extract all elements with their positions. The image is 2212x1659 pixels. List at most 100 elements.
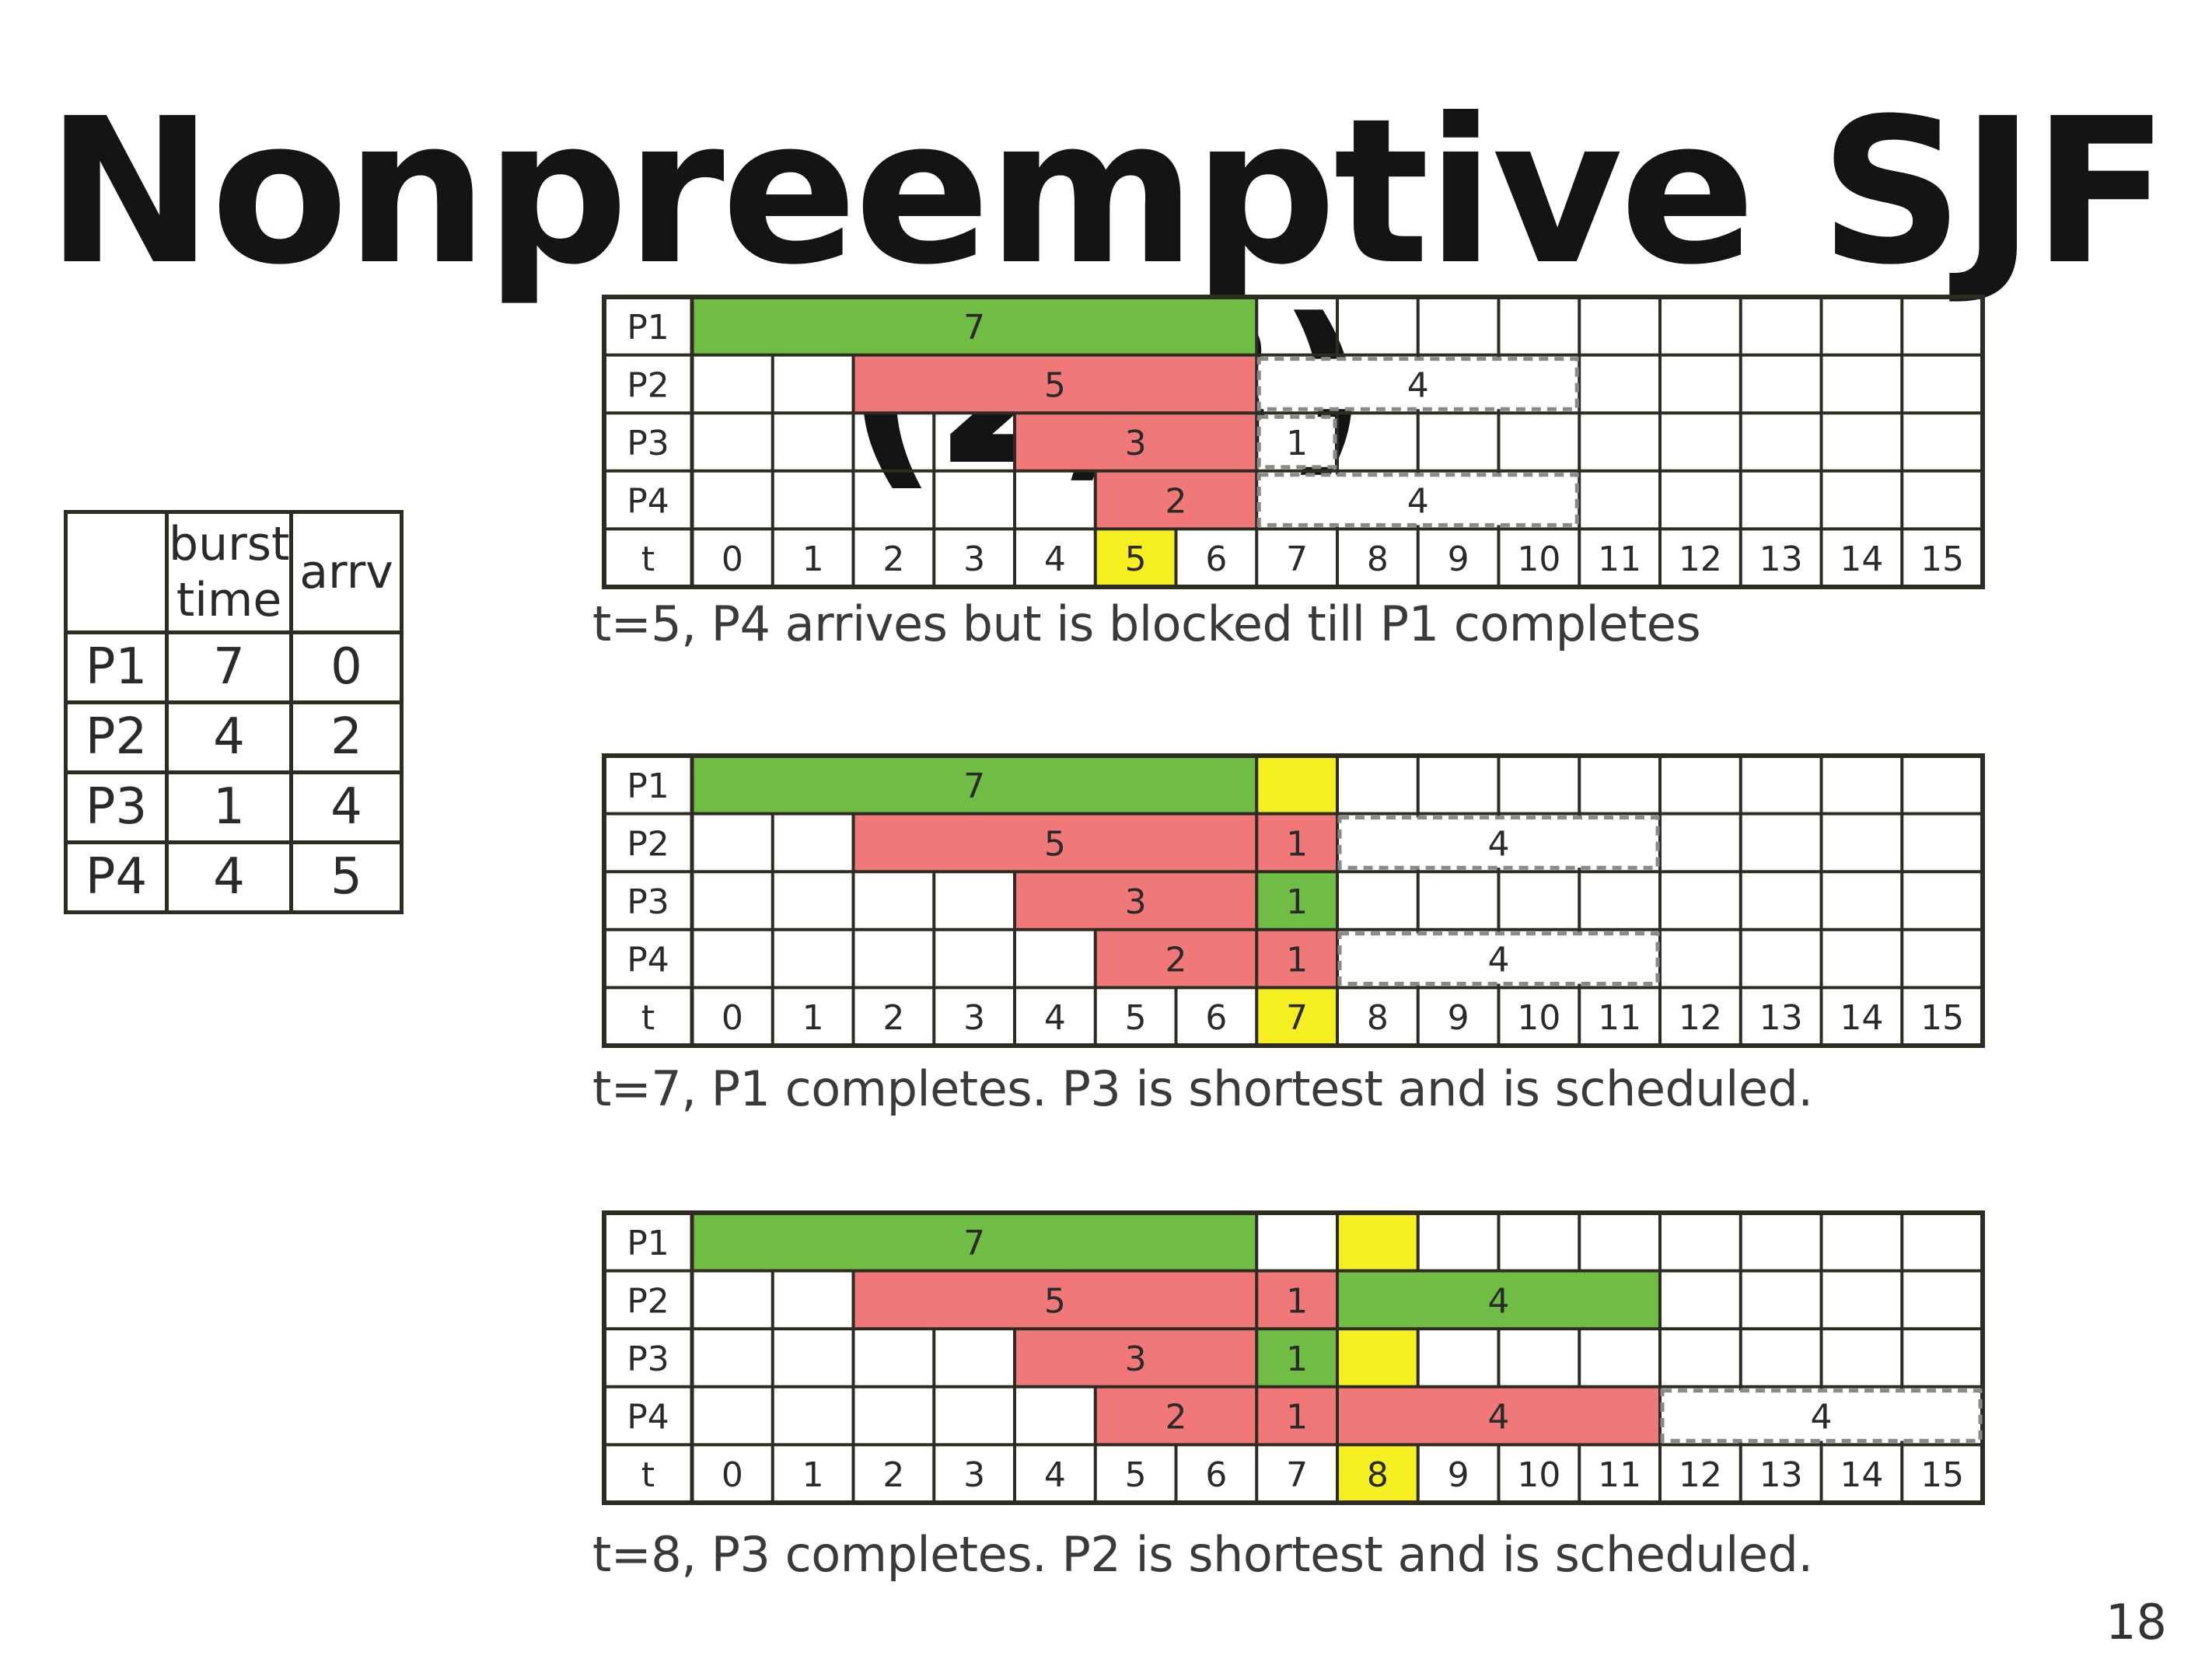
time-label: 1 [802, 998, 824, 1038]
row-label: P1 [627, 767, 669, 806]
bar-label: 1 [1286, 824, 1308, 864]
time-label: 1 [802, 1455, 824, 1495]
time-label: 11 [1598, 1455, 1641, 1495]
highlight-time-cell [1095, 529, 1176, 587]
bar-waiting [853, 355, 1257, 414]
time-label: 0 [722, 1455, 743, 1495]
burst-time: 1 [165, 770, 293, 844]
time-label: 9 [1448, 1455, 1469, 1495]
bar-future [1337, 816, 1660, 870]
bar-waiting [1256, 1386, 1337, 1445]
time-label: 9 [1448, 540, 1469, 579]
burst-time: 4 [165, 840, 293, 914]
burst-time: 4 [165, 700, 293, 774]
bar-label: 5 [1044, 365, 1066, 405]
bar-waiting [1337, 1386, 1660, 1445]
bar-label: 2 [1165, 941, 1187, 980]
time-label: 15 [1920, 1455, 1964, 1495]
time-label: 0 [722, 540, 743, 579]
time-label: 10 [1517, 998, 1560, 1038]
bar-waiting [1015, 871, 1257, 930]
time-label: 6 [1205, 998, 1227, 1038]
time-label: 15 [1920, 540, 1964, 579]
bar-future [1256, 473, 1579, 527]
time-label: 0 [722, 998, 743, 1038]
row-label: P4 [627, 1398, 669, 1437]
time-label: 3 [963, 998, 985, 1038]
bar-waiting [1015, 1329, 1257, 1387]
bar-label: 1 [1286, 882, 1308, 922]
time-label: 8 [1367, 1455, 1389, 1495]
bar-label: 1 [1286, 1281, 1308, 1321]
bar-running [1337, 1270, 1660, 1329]
grid-border [602, 753, 1985, 1048]
highlight-time-cell [1256, 987, 1337, 1046]
arrival-time: 5 [289, 840, 404, 914]
highlight-cell [1256, 756, 1337, 814]
process-name: P2 [64, 700, 169, 774]
header-cell [64, 510, 169, 634]
bar-label: 2 [1165, 482, 1187, 522]
row-label: t [641, 998, 655, 1038]
row-label: t [641, 1455, 655, 1495]
bar-future [1256, 357, 1579, 411]
bar-waiting [1015, 413, 1257, 471]
bar-label: 4 [1488, 1398, 1510, 1437]
bar-label: 1 [1286, 1398, 1308, 1437]
burst-time: 7 [165, 630, 293, 704]
arrival-time: 0 [289, 630, 404, 704]
time-label: 5 [1125, 1455, 1147, 1495]
time-label: 8 [1367, 998, 1389, 1038]
time-label: 7 [1286, 998, 1308, 1038]
time-label: 6 [1205, 540, 1227, 579]
time-label: 12 [1679, 1455, 1722, 1495]
row-label: P2 [627, 1281, 669, 1321]
time-label: 2 [882, 998, 904, 1038]
arrival-time: 4 [289, 770, 404, 844]
header-cell: burst time [165, 510, 293, 634]
caption-3: t=8, P3 completes. P2 is shortest and is… [592, 1526, 1813, 1583]
bar-waiting [853, 813, 1257, 872]
row-label: t [641, 540, 655, 579]
time-label: 7 [1286, 540, 1308, 579]
bar-label: 4 [1811, 1398, 1833, 1437]
time-label: 14 [1840, 540, 1883, 579]
time-label: 15 [1920, 998, 1964, 1038]
row-label: P2 [627, 365, 669, 405]
bar-label: 3 [1125, 882, 1147, 922]
highlight-time-cell [1337, 1444, 1418, 1503]
time-label: 4 [1044, 1455, 1066, 1495]
time-label: 2 [882, 1455, 904, 1495]
grid-border [602, 1210, 1985, 1505]
time-label: 4 [1044, 998, 1066, 1038]
time-label: 5 [1125, 998, 1147, 1038]
bar-label: 5 [1044, 1281, 1066, 1321]
highlight-cell [1337, 1213, 1418, 1271]
bar-waiting [1256, 1270, 1337, 1329]
time-label: 11 [1598, 540, 1641, 579]
caption-1: t=5, P4 arrives but is blocked till P1 c… [592, 595, 1701, 652]
grid-border [602, 295, 1985, 589]
table-row: P4 4 5 [64, 840, 404, 914]
process-name: P4 [64, 840, 169, 914]
time-label: 2 [882, 540, 904, 579]
row-label: P4 [627, 941, 669, 980]
time-label: 13 [1759, 1455, 1803, 1495]
bar-running [1256, 871, 1337, 930]
bar-future [1337, 931, 1660, 986]
page-number: 18 [2105, 1594, 2167, 1650]
time-label: 9 [1448, 998, 1469, 1038]
bar-running [692, 1213, 1257, 1271]
bar-label: 3 [1125, 1339, 1147, 1379]
process-table-header: burst time arrv [64, 510, 404, 634]
arrival-time: 2 [289, 700, 404, 774]
bar-label: 4 [1407, 365, 1429, 405]
bar-label: 4 [1488, 824, 1510, 864]
time-label: 13 [1759, 540, 1803, 579]
bar-future [1256, 414, 1337, 470]
time-label: 6 [1205, 1455, 1227, 1495]
bar-running [692, 756, 1257, 814]
process-name: P3 [64, 770, 169, 844]
bar-running [692, 297, 1257, 355]
